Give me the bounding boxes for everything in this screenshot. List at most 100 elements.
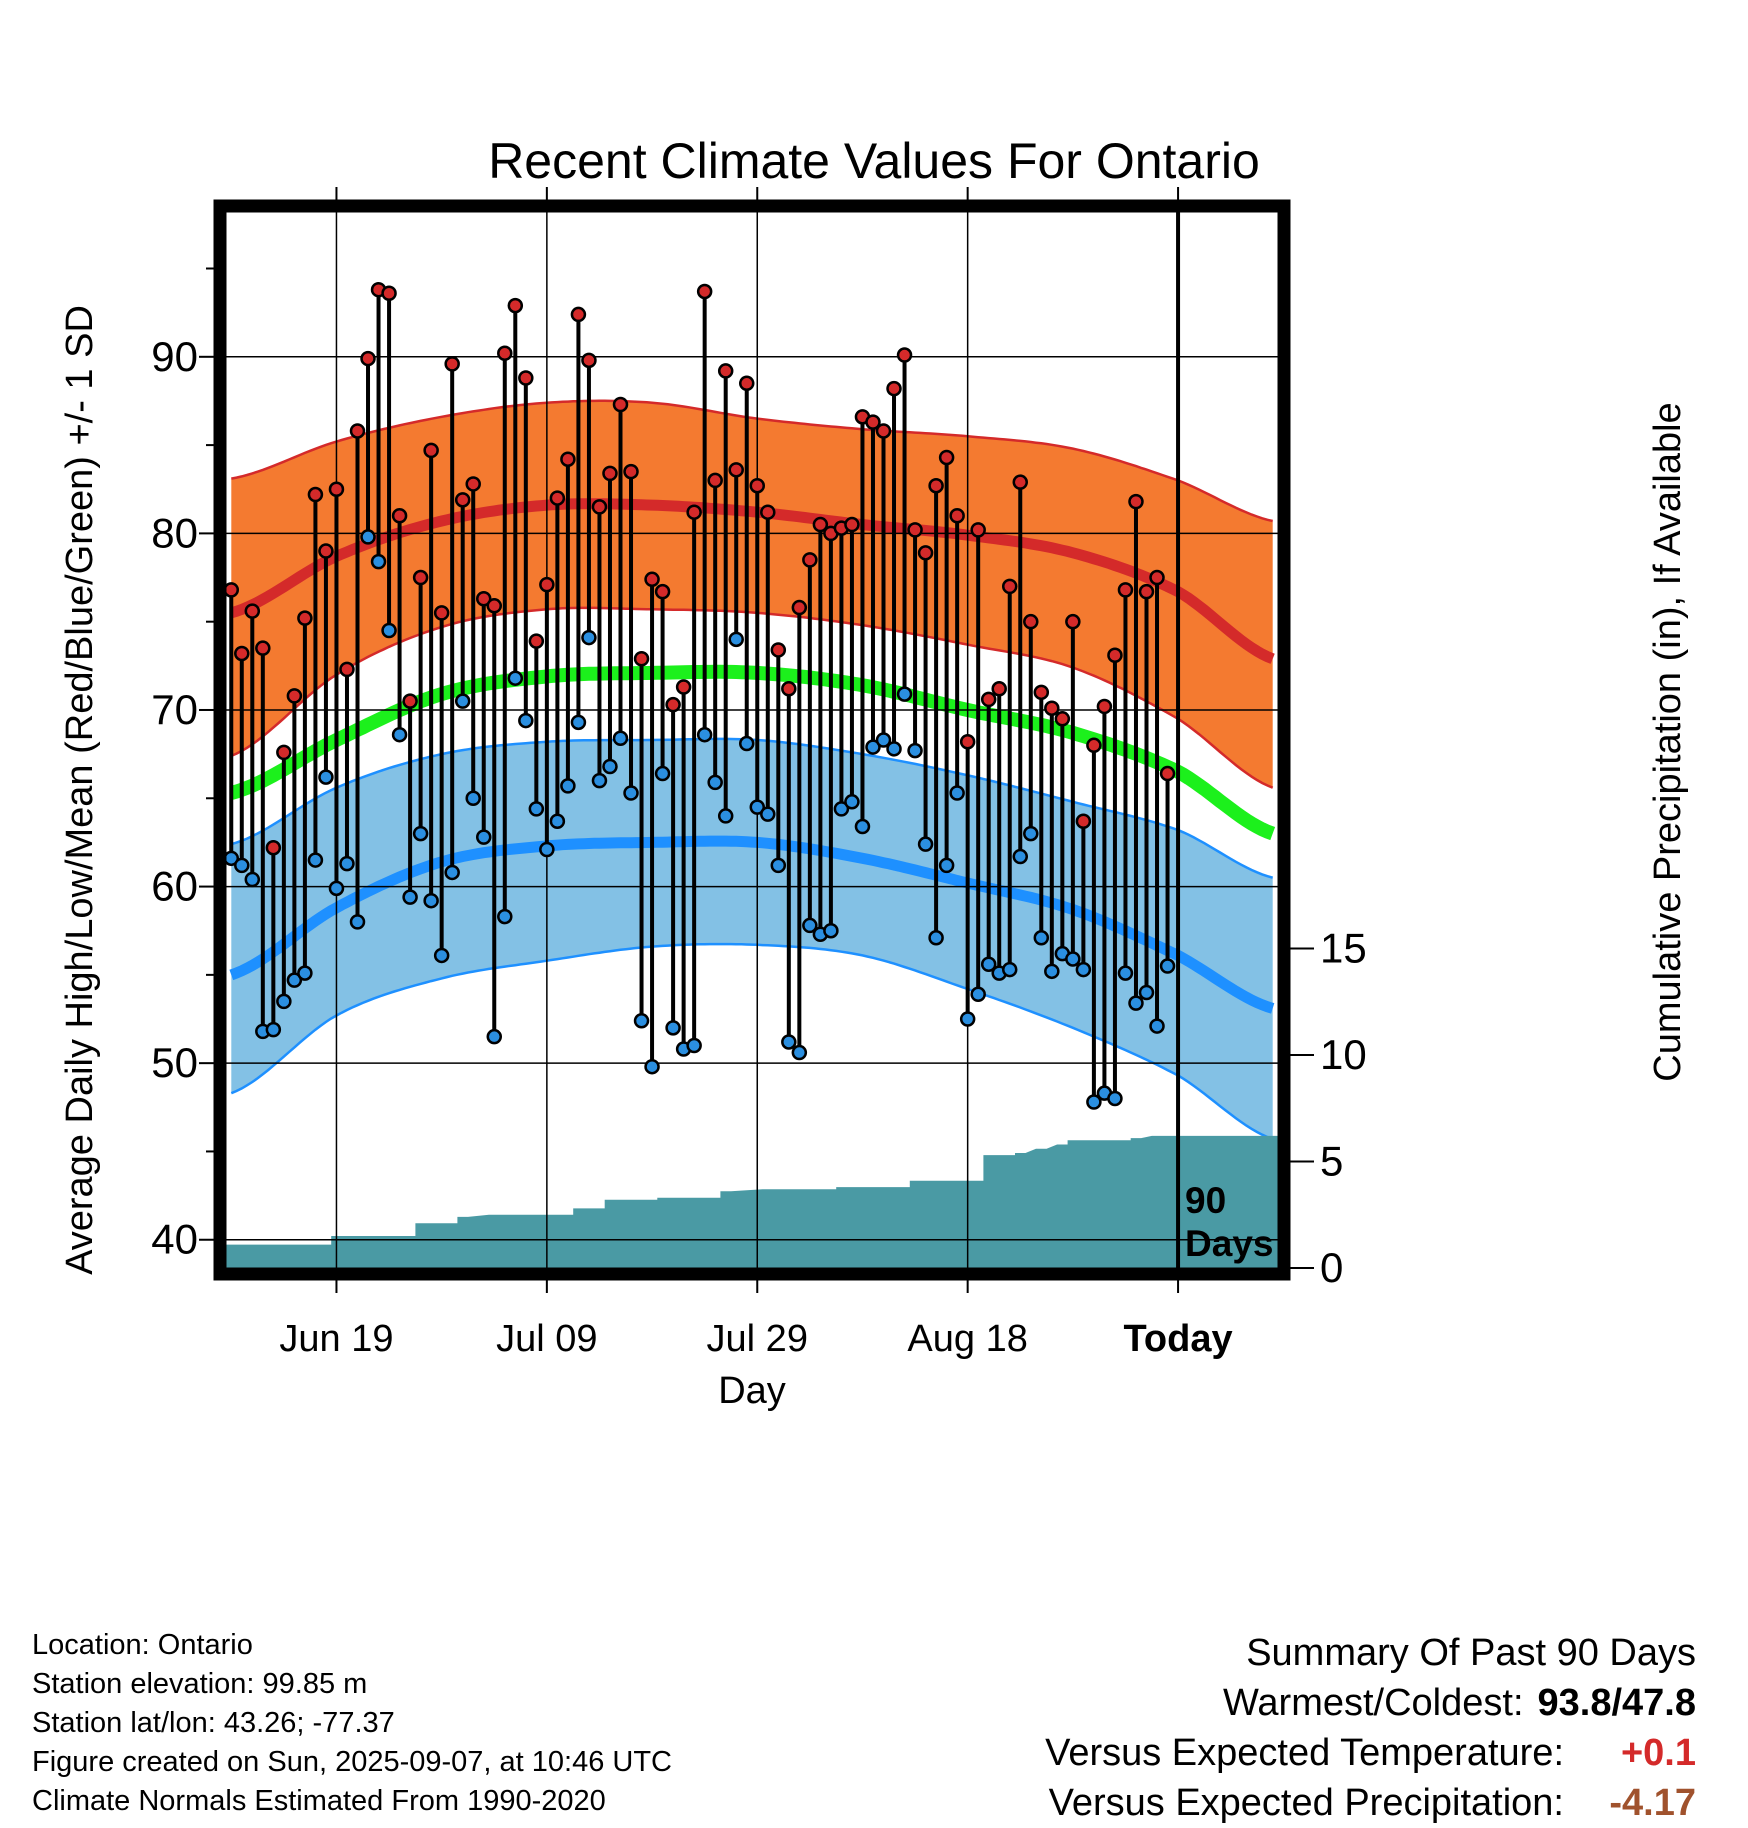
daily-high-point [349, 423, 366, 439]
created-text: Figure created on Sun, 2025-09-07, at 10… [32, 1746, 672, 1778]
daily-low-point [1086, 1094, 1102, 1110]
daily-high-point [223, 582, 240, 598]
warm-cold-value: 93.8/47.8 [1537, 1682, 1696, 1724]
daily-low-point [244, 871, 261, 888]
daily-low-point [907, 742, 923, 759]
daily-low-point [865, 739, 881, 755]
daily-low-point [1033, 930, 1050, 946]
daily-high-point [581, 352, 597, 369]
high-sd-band [231, 400, 1273, 788]
x-axis-label: Day [718, 1370, 786, 1412]
daily-low-point [823, 922, 839, 939]
daily-high-point [717, 363, 734, 379]
daily-low-point [896, 686, 913, 702]
y-axis-label: Average Daily High/Low/Mean (Red/Blue/Gr… [59, 305, 101, 1275]
high-plus-sd-line [231, 399, 1273, 523]
daily-low-point [728, 631, 744, 648]
daily-high-point [770, 642, 787, 658]
daily-high-point [802, 552, 818, 568]
daily-low-point [1149, 1018, 1165, 1034]
daily-high-point [928, 477, 944, 494]
daily-low-point [970, 986, 986, 1003]
daily-low-point [1044, 963, 1060, 980]
daily-low-point [917, 836, 934, 852]
y-tick-label: 90 [151, 333, 198, 380]
daily-high-point [1044, 700, 1060, 716]
daily-high-point [1096, 698, 1113, 715]
daily-high-point [244, 603, 261, 619]
daily-high-point [265, 839, 282, 856]
plot-frame [213, 199, 1291, 1281]
daily-high-point [791, 599, 808, 616]
daily-low-point [1075, 961, 1092, 978]
daily-high-point [391, 507, 408, 524]
daily-high-point [1107, 647, 1123, 663]
daily-low-point [412, 825, 429, 842]
daily-high-point [865, 414, 881, 430]
daily-high-point [1012, 474, 1029, 490]
daily-low-point [465, 790, 481, 807]
precip-value: -4.17 [1609, 1782, 1696, 1824]
daily-low-point [497, 908, 513, 925]
temp-value: +0.1 [1620, 1732, 1696, 1774]
normal-low-line [229, 835, 1275, 1014]
daily-low-point [549, 813, 566, 829]
cumulative-precip-area [226, 1135, 1278, 1268]
daily-low-point [938, 857, 955, 874]
daily-low-point [286, 972, 303, 988]
low-minus-sd-line [230, 942, 1274, 1141]
y-tick-label: 60 [151, 863, 198, 910]
daily-high-point [486, 598, 503, 614]
daily-low-point [1012, 848, 1029, 865]
daily-high-point [402, 693, 418, 709]
daily-high-point [454, 492, 471, 508]
daily-low-point [665, 1020, 681, 1036]
daily-low-point [928, 930, 944, 946]
daily-high-point [728, 462, 744, 478]
daily-high-point [633, 651, 650, 667]
daily-low-point [1117, 965, 1134, 981]
daily-high-point [886, 380, 902, 397]
x-tick-label: Jul 29 [707, 1318, 808, 1360]
daily-low-point [760, 806, 776, 822]
daily-high-point [896, 347, 913, 363]
annotation-90-days: 90 Days [1185, 1180, 1273, 1264]
daily-high-point [1149, 569, 1165, 586]
daily-high-point [255, 640, 271, 656]
daily-high-point [475, 590, 492, 607]
x-tick-label: Today [1124, 1318, 1233, 1360]
daily-high-point [591, 499, 608, 515]
daily-low-point [1107, 1090, 1123, 1107]
daily-low-point [518, 712, 534, 729]
daily-low-point [1001, 961, 1018, 978]
daily-low-point [854, 818, 871, 835]
annotation-line: Days [1185, 1223, 1273, 1264]
daily-low-point [623, 785, 639, 801]
station-info: Location: Ontario Station elevation: 99.… [32, 1626, 672, 1821]
daily-low-point [802, 917, 818, 934]
daily-low-point [749, 799, 766, 815]
daily-high-point [760, 504, 776, 520]
y2-tick-label: 10 [1320, 1031, 1367, 1078]
precip-area [226, 1135, 1278, 1268]
daily-low-point [833, 801, 850, 817]
y2-tick-label: 15 [1320, 925, 1367, 972]
daily-high-point [1128, 493, 1144, 510]
daily-high-point [276, 744, 292, 761]
daily-low-point [707, 774, 723, 791]
normals-text: Climate Normals Estimated From 1990-2020 [32, 1785, 606, 1817]
daily-high-point [328, 481, 345, 497]
daily-high-point [539, 576, 555, 593]
y2-axis-label: Cumulative Precipitation (in), If Availa… [1647, 402, 1689, 1081]
daily-high-point [980, 691, 997, 708]
chart-title: Recent Climate Values For Ontario [488, 133, 1260, 189]
daily-high-point [707, 472, 723, 489]
daily-high-point [423, 442, 439, 459]
daily-low-point [696, 726, 713, 743]
daily-high-point [1117, 582, 1134, 598]
warm-cold-label: Warmest/Coldest: [1222, 1682, 1524, 1724]
daily-high-point [549, 490, 566, 506]
daily-low-point [539, 841, 555, 858]
daily-low-point [738, 735, 755, 752]
normal-bands [229, 399, 1276, 1141]
